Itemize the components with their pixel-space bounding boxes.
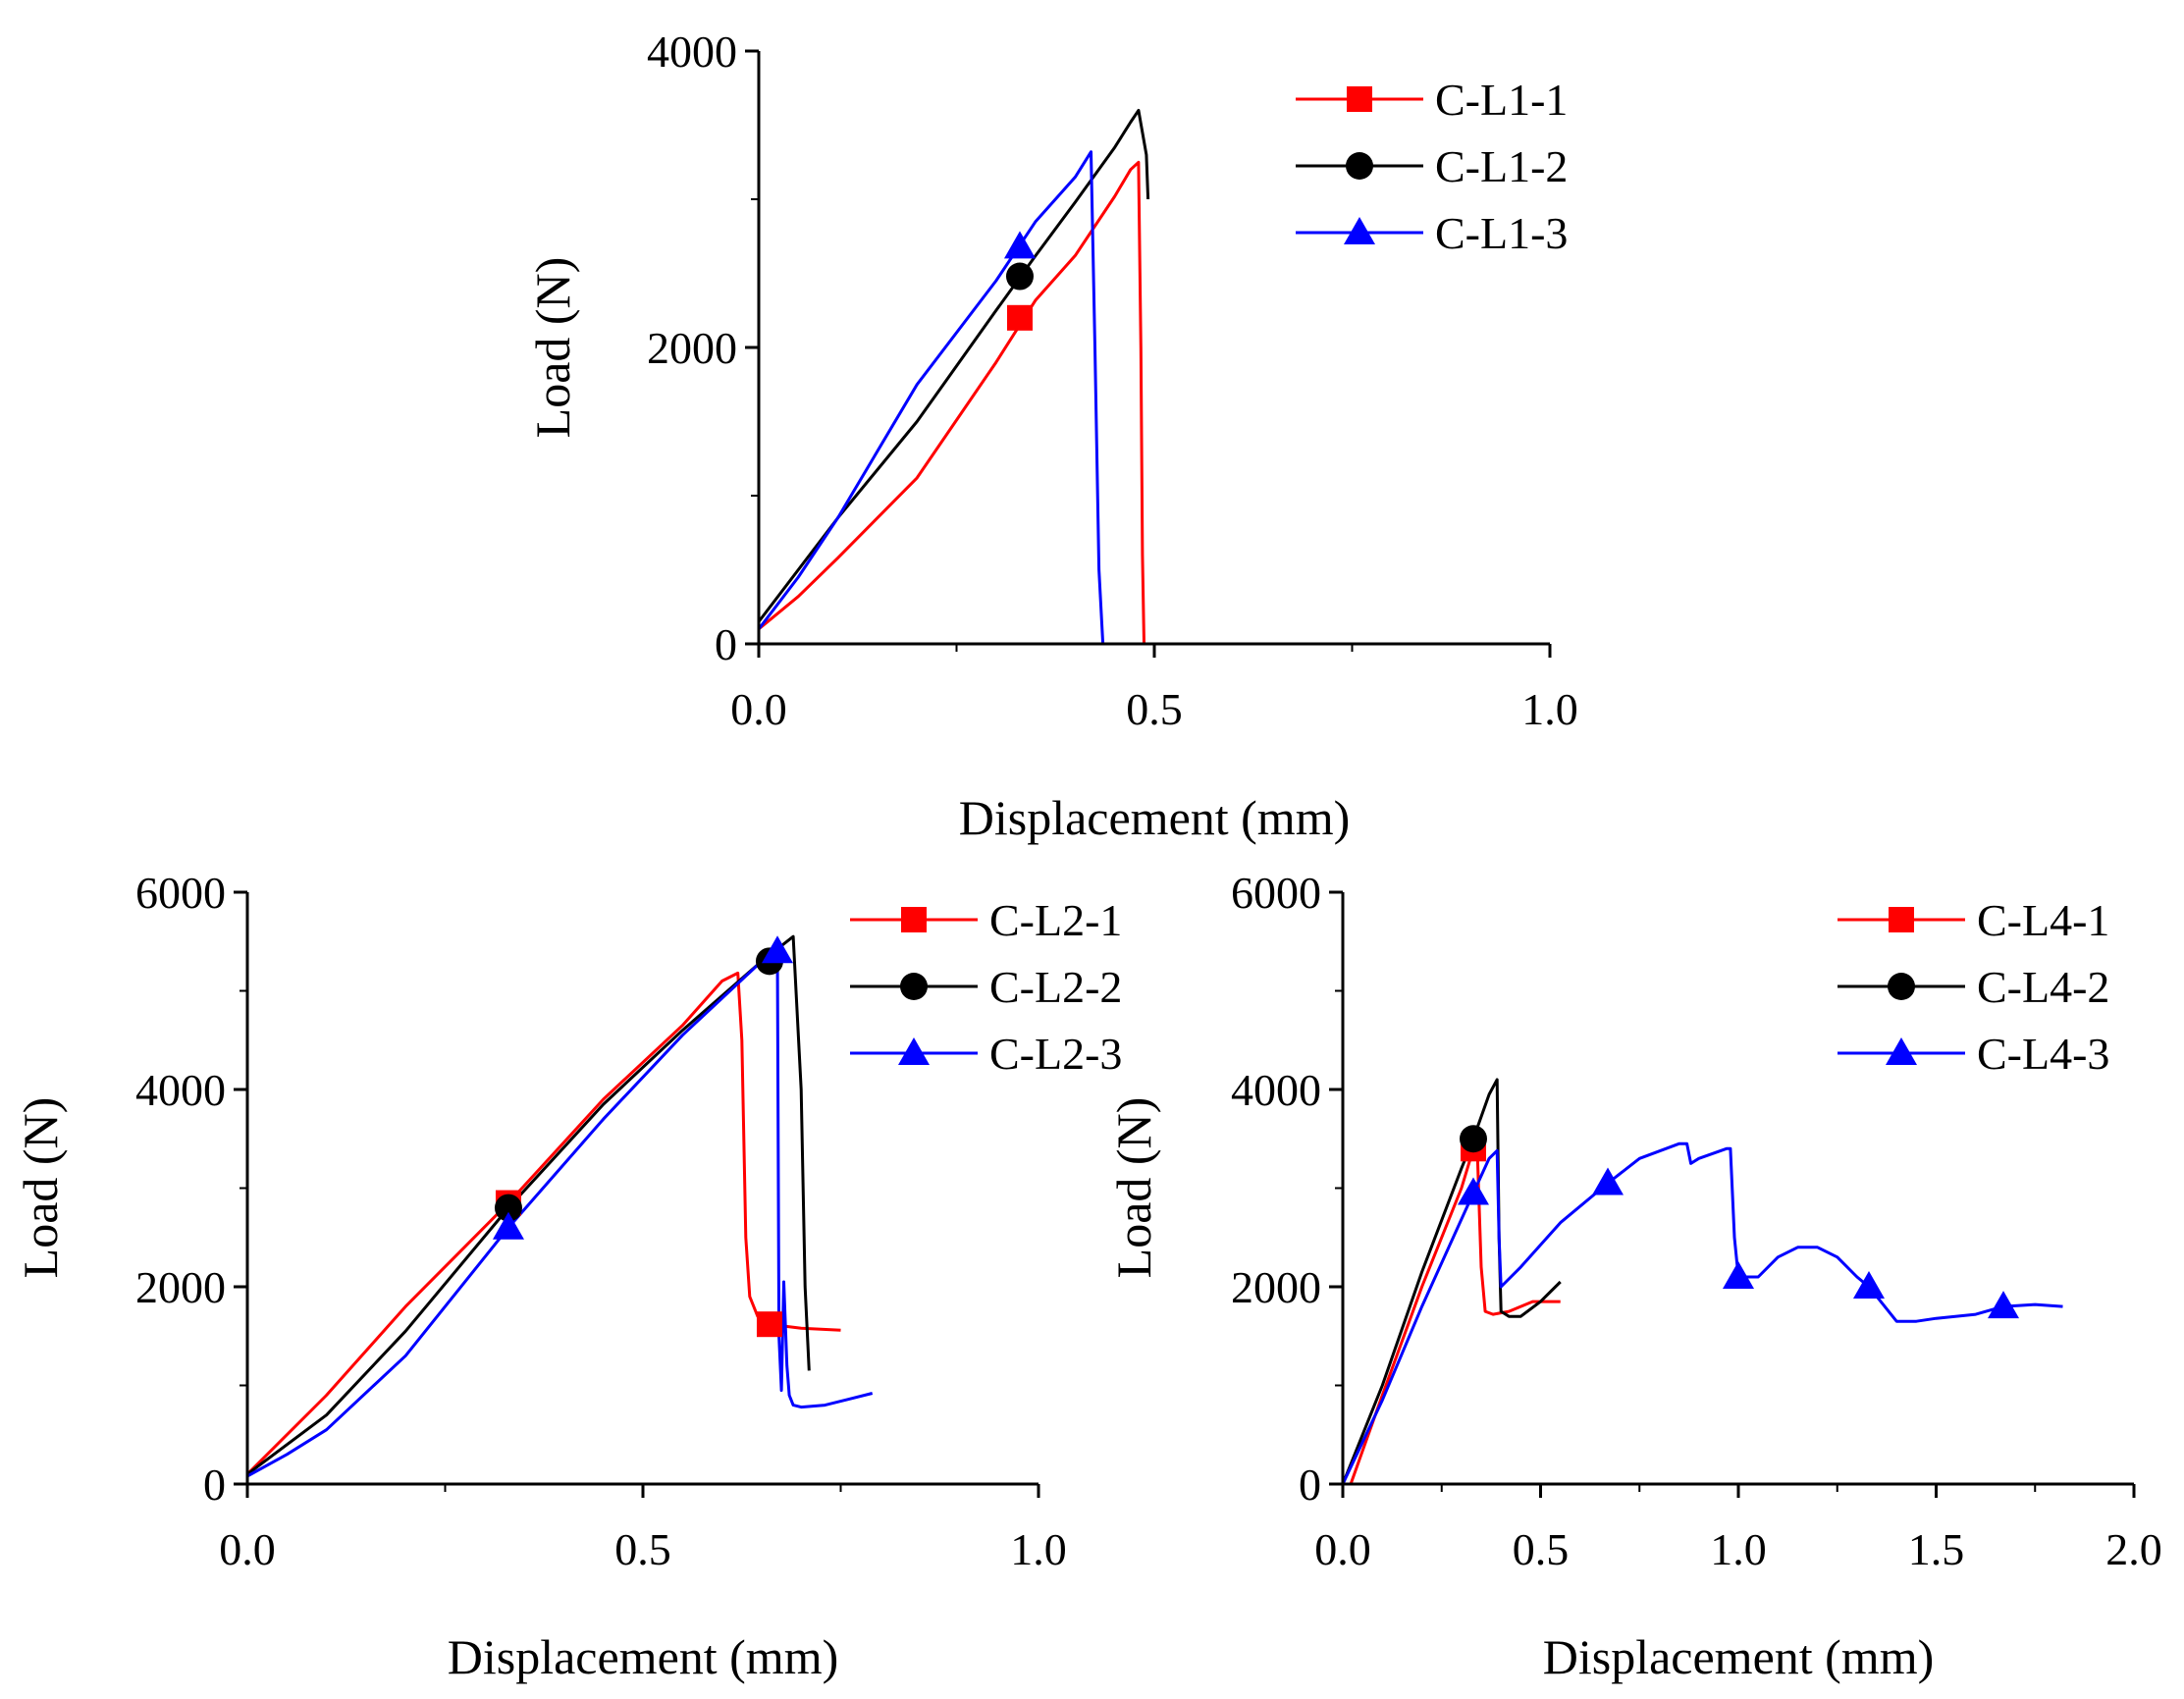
legend-marker-C-L2-1 bbox=[901, 907, 927, 932]
series-line-C-L1-1 bbox=[758, 160, 1145, 645]
y-axis-label: Load (N) bbox=[1106, 1097, 1161, 1279]
legend-marker-C-L1-2 bbox=[1346, 152, 1373, 180]
legend-label: C-L4-2 bbox=[1977, 962, 2109, 1012]
series-marker-C-L2-2 bbox=[494, 1194, 522, 1222]
series-line-C-L1-2 bbox=[757, 108, 1150, 623]
chart-c-l2: 0.0 0.5 1.0 0 2000 4000 6000 Displacement (mm) L… bbox=[13, 868, 1122, 1684]
y-axis-label: Load (N) bbox=[13, 1097, 68, 1279]
y-tick-label: 0 bbox=[1299, 1460, 1321, 1510]
x-tick-label: 1.0 bbox=[1521, 684, 1578, 734]
x-tick-label: 1.5 bbox=[1908, 1524, 1965, 1574]
legend-label: C-L2-2 bbox=[989, 962, 1122, 1012]
y-tick-label: 4000 bbox=[647, 27, 737, 77]
series-marker-C-L4-2 bbox=[1459, 1125, 1487, 1153]
legend-marker-C-L1-3 bbox=[1344, 217, 1375, 244]
x-tick-label: 0.5 bbox=[614, 1524, 671, 1574]
x-axis-label: Displacement (mm) bbox=[959, 790, 1351, 845]
legend-label: C-L2-1 bbox=[989, 895, 1122, 945]
y-tick-label: 2000 bbox=[135, 1262, 226, 1312]
series-line-C-L1-3 bbox=[757, 150, 1105, 645]
x-tick-label: 0.0 bbox=[730, 684, 787, 734]
legend-label: C-L1-1 bbox=[1435, 75, 1568, 125]
series-line-C-L4-1 bbox=[1349, 1146, 1561, 1485]
x-tick-label: 0.0 bbox=[219, 1524, 276, 1574]
legend-marker-C-L2-2 bbox=[900, 973, 928, 1000]
series-marker-C-L4-3 bbox=[1592, 1167, 1625, 1195]
y-tick-label: 4000 bbox=[1231, 1065, 1321, 1115]
chart-c-l4: 0.0 0.5 1.0 1.5 2.0 0 2000 4000 6000 Displacement… bbox=[1106, 868, 2162, 1684]
y-tick-label: 6000 bbox=[1231, 868, 1321, 918]
x-tick-label: 1.0 bbox=[1010, 1524, 1067, 1574]
x-tick-label: 0.0 bbox=[1314, 1524, 1371, 1574]
legend-label: C-L2-3 bbox=[989, 1029, 1122, 1079]
x-tick-label: 0.5 bbox=[1513, 1524, 1570, 1574]
legend-marker-C-L4-2 bbox=[1888, 973, 1915, 1000]
y-tick-label: 2000 bbox=[1231, 1262, 1321, 1312]
y-tick-label: 0 bbox=[203, 1460, 226, 1510]
series-marker-C-L4-3 bbox=[1723, 1260, 1754, 1289]
series-marker-C-L4-3 bbox=[1457, 1177, 1489, 1205]
legend-marker-C-L1-1 bbox=[1347, 86, 1372, 112]
series-marker-C-L4-3 bbox=[1988, 1291, 2020, 1319]
series-marker-C-L1-1 bbox=[1006, 304, 1033, 331]
x-tick-label: 1.0 bbox=[1710, 1524, 1767, 1574]
x-axis-label: Displacement (mm) bbox=[448, 1629, 839, 1684]
legend-marker-C-L4-3 bbox=[1886, 1037, 1917, 1065]
legend: C-L4-1 C-L4-2 C-L4-3 bbox=[1838, 895, 2109, 1079]
series-marker-C-L2-3 bbox=[492, 1211, 524, 1240]
series-marker-C-L1-2 bbox=[1005, 262, 1034, 291]
series-line-C-L4-3 bbox=[1341, 1142, 2063, 1485]
y-tick-label: 2000 bbox=[647, 323, 737, 373]
chart-c-l1: 0.0 0.5 1.0 0 2000 4000 Displacement (mm) Load … bbox=[525, 27, 1578, 845]
series-marker-C-L1-3 bbox=[1003, 231, 1036, 259]
y-tick-label: 0 bbox=[715, 619, 737, 669]
series-marker-C-L2-1 bbox=[756, 1311, 782, 1338]
y-tick-label: 6000 bbox=[135, 868, 226, 918]
legend-label: C-L1-3 bbox=[1435, 208, 1568, 258]
x-tick-label: 2.0 bbox=[2105, 1524, 2162, 1574]
series-line-C-L2-2 bbox=[246, 934, 811, 1476]
x-axis-label: Displacement (mm) bbox=[1543, 1629, 1935, 1684]
legend: C-L2-1 C-L2-2 C-L2-3 bbox=[850, 895, 1122, 1079]
legend-label: C-L4-3 bbox=[1977, 1029, 2109, 1079]
legend-marker-C-L4-1 bbox=[1889, 907, 1914, 932]
y-tick-label: 4000 bbox=[135, 1065, 226, 1115]
legend: C-L1-1 C-L1-2 C-L1-3 bbox=[1296, 75, 1568, 258]
series-marker-C-L4-3 bbox=[1852, 1271, 1885, 1299]
series-line-C-L2-1 bbox=[245, 971, 841, 1476]
series-marker-C-L2-3 bbox=[762, 935, 794, 964]
legend-label: C-L1-2 bbox=[1435, 141, 1568, 191]
y-axis-label: Load (N) bbox=[525, 257, 580, 439]
series-line-C-L4-2 bbox=[1341, 1078, 1562, 1485]
legend-marker-C-L2-3 bbox=[898, 1037, 930, 1065]
x-tick-label: 0.5 bbox=[1126, 684, 1183, 734]
legend-label: C-L4-1 bbox=[1977, 895, 2109, 945]
